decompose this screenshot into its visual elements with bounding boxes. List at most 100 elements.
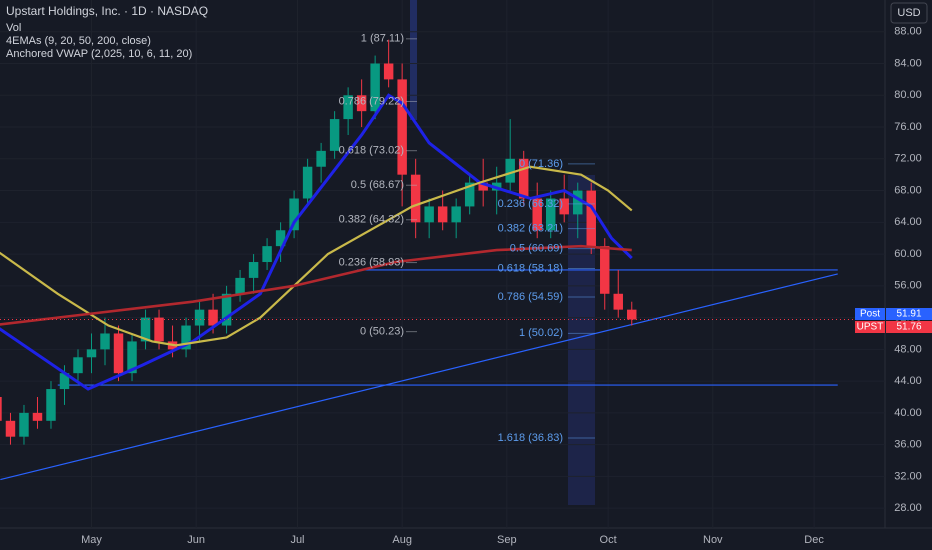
y-tick-label: 48.00 bbox=[894, 343, 922, 355]
candle-body bbox=[532, 198, 542, 231]
fib-label: 0.5 (60.69) bbox=[510, 243, 563, 255]
candle-body bbox=[19, 412, 29, 437]
y-tick-label: 60.00 bbox=[894, 248, 922, 260]
candle-body bbox=[573, 190, 583, 215]
fib-label: 1.618 (36.83) bbox=[498, 432, 563, 444]
candle-body bbox=[248, 262, 259, 278]
candle-body bbox=[194, 309, 205, 326]
price-tag-bg bbox=[855, 321, 885, 333]
candle-body bbox=[437, 206, 448, 223]
candle-body bbox=[329, 119, 340, 151]
x-tick-label: Nov bbox=[703, 534, 723, 546]
x-tick-label: Oct bbox=[600, 534, 617, 546]
x-tick-label: Sep bbox=[497, 534, 517, 546]
candle-body bbox=[113, 333, 124, 374]
fib-label: 0 (71.36) bbox=[519, 158, 563, 170]
indicator: Anchored VWAP (2,025, 10, 6, 11, 20) bbox=[6, 48, 192, 60]
indicator: 4EMAs (9, 20, 50, 200, close) bbox=[6, 35, 151, 47]
candle-body bbox=[140, 317, 151, 342]
fib-label: 0.382 (64.32) bbox=[339, 214, 404, 226]
candle-body bbox=[505, 158, 515, 183]
candle-body bbox=[262, 246, 272, 263]
candle-body bbox=[127, 341, 137, 374]
x-tick-label: Jun bbox=[187, 534, 205, 546]
fib-label: 1 (87.11) bbox=[361, 33, 404, 45]
fib-label: 0.5 (68.67) bbox=[351, 179, 404, 191]
y-tick-label: 80.00 bbox=[894, 89, 922, 101]
candle-body bbox=[275, 230, 286, 247]
candle-body bbox=[46, 389, 56, 421]
y-tick-label: 44.00 bbox=[894, 375, 922, 387]
candle-body bbox=[559, 198, 569, 215]
fib-label: 0.618 (73.02) bbox=[339, 145, 404, 157]
candle-body bbox=[356, 95, 367, 112]
indicator: Vol bbox=[6, 22, 21, 34]
y-tick-label: 76.00 bbox=[894, 121, 922, 133]
y-tick-label: 36.00 bbox=[894, 439, 922, 451]
x-tick-label: Jul bbox=[290, 534, 304, 546]
y-tick-label: 72.00 bbox=[894, 153, 922, 165]
candle-body bbox=[5, 420, 16, 437]
fib-label: 0.786 (79.22) bbox=[339, 95, 404, 107]
ema-line bbox=[0, 93, 633, 391]
price-tag-value: 51.76 bbox=[896, 322, 921, 333]
y-tick-label: 88.00 bbox=[894, 26, 922, 38]
y-tick-label: 56.00 bbox=[894, 280, 922, 292]
fib-label: 1 (50.02) bbox=[519, 327, 563, 339]
candle-body bbox=[208, 309, 218, 326]
candle-body bbox=[221, 293, 232, 326]
price-tag bbox=[886, 308, 932, 320]
candle-body bbox=[73, 357, 83, 374]
candle-body bbox=[302, 166, 313, 199]
fib-label: 0.236 (58.93) bbox=[339, 256, 404, 268]
fib-label: 0.786 (54.59) bbox=[498, 291, 563, 303]
y-tick-label: 28.00 bbox=[894, 502, 922, 514]
candle-body bbox=[518, 158, 529, 199]
x-tick-label: Dec bbox=[804, 534, 824, 546]
trendline bbox=[0, 273, 838, 481]
price-tag-name: UPST bbox=[857, 322, 884, 333]
y-tick-label: 68.00 bbox=[894, 184, 922, 196]
candle-body bbox=[600, 246, 610, 294]
fib-label: 0.618 (58.18) bbox=[498, 262, 563, 274]
price-tag bbox=[886, 321, 932, 333]
candle-body bbox=[0, 396, 2, 421]
candle-body bbox=[451, 206, 461, 223]
x-tick-label: Aug bbox=[392, 534, 412, 546]
candle-body bbox=[586, 190, 596, 247]
candle-body bbox=[464, 182, 475, 207]
candle-body bbox=[383, 63, 394, 80]
candle-body bbox=[424, 206, 434, 223]
candle-body bbox=[316, 150, 326, 167]
price-tag-value: 51.91 bbox=[896, 309, 921, 320]
candle-body bbox=[154, 317, 164, 342]
currency-label[interactable]: USD bbox=[897, 7, 920, 19]
y-tick-label: 84.00 bbox=[894, 57, 922, 69]
fib-label: 0.236 (66.32) bbox=[498, 198, 563, 210]
candle-body bbox=[478, 182, 488, 191]
y-tick-label: 32.00 bbox=[894, 470, 922, 482]
candle-body bbox=[627, 309, 637, 320]
candle-body bbox=[59, 373, 70, 390]
candle-body bbox=[32, 412, 43, 421]
ema-line bbox=[0, 244, 632, 326]
price-tag-name: Post bbox=[860, 309, 880, 320]
candle-body bbox=[100, 333, 110, 350]
candle-body bbox=[613, 293, 623, 310]
candle-body bbox=[370, 63, 380, 112]
y-tick-label: 40.00 bbox=[894, 407, 922, 419]
currency-button[interactable] bbox=[890, 2, 928, 24]
candle-body bbox=[86, 349, 97, 358]
fib-label: 0.382 (63.21) bbox=[498, 222, 563, 234]
highlight-band bbox=[410, 0, 417, 120]
candle-body bbox=[235, 277, 245, 294]
x-tick-label: May bbox=[81, 534, 102, 546]
candle-body bbox=[181, 325, 191, 350]
candle-body bbox=[343, 95, 353, 120]
header-title: Upstart Holdings, Inc. · 1D · NASDAQ bbox=[6, 4, 208, 18]
fib-label: 0 (50.23) bbox=[360, 326, 404, 338]
y-tick-label: 64.00 bbox=[894, 216, 922, 228]
